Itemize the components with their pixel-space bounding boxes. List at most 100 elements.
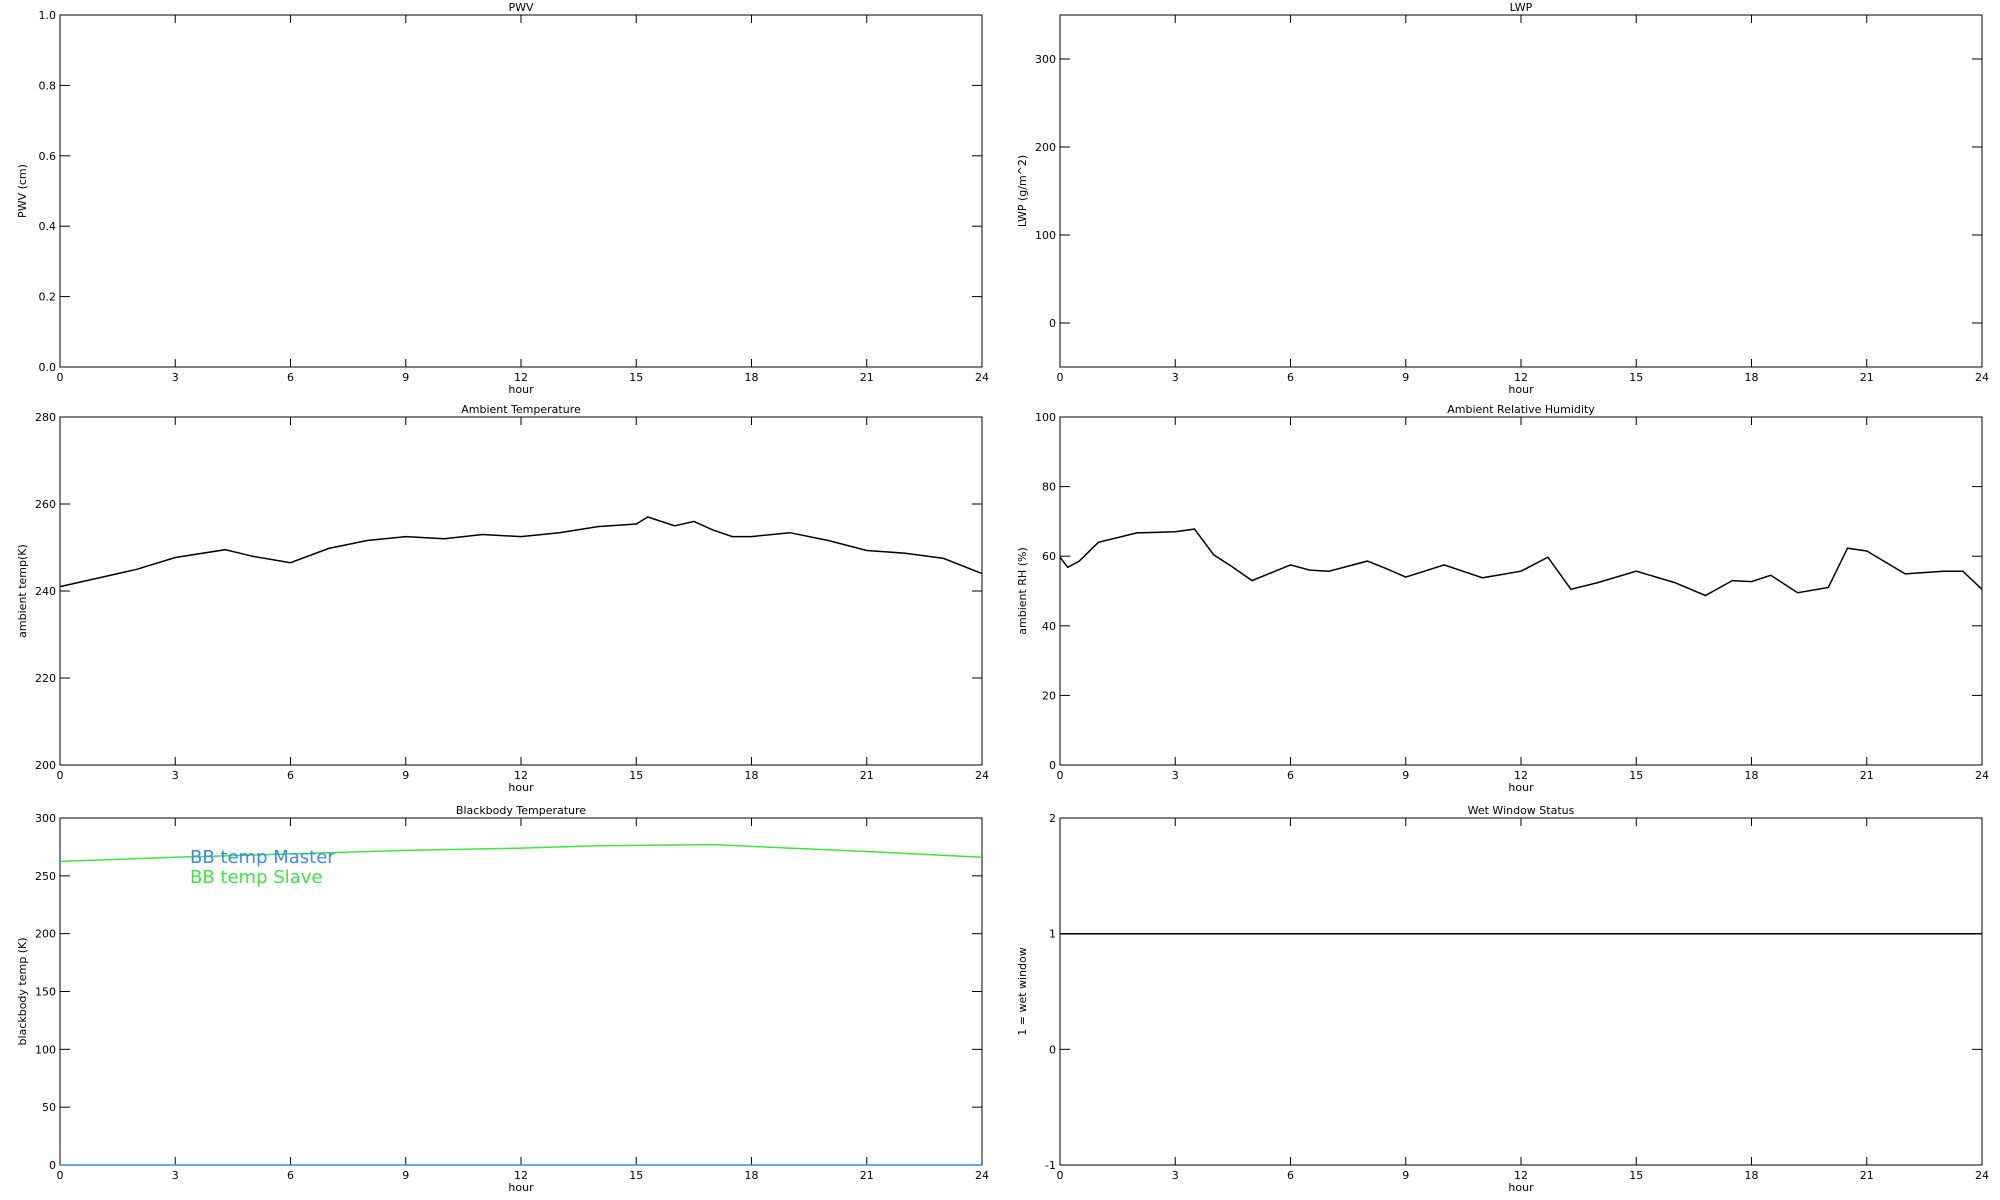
x-tick-label: 12	[514, 769, 528, 782]
legend-entry: BB temp Master	[190, 847, 335, 868]
x-tick-label: 6	[1287, 371, 1294, 384]
x-tick-label: 18	[1745, 769, 1759, 782]
y-axis-label: LWP (g/m^2)	[1016, 155, 1029, 227]
y-tick-label: 100	[1035, 229, 1056, 242]
y-tick-label: 0.2	[39, 291, 57, 304]
y-tick-label: -1	[1045, 1159, 1056, 1172]
y-tick-label: 40	[1042, 620, 1056, 633]
x-tick-label: 9	[1402, 769, 1409, 782]
x-axis-label: hour	[508, 1181, 534, 1194]
y-tick-label: 2	[1049, 812, 1056, 825]
y-tick-label: 300	[1035, 53, 1056, 66]
y-tick-label: 50	[42, 1101, 56, 1114]
chart-title: Ambient Relative Humidity	[1447, 403, 1595, 416]
y-tick-label: 1.0	[39, 9, 57, 22]
legend-entry: BB temp Slave	[190, 867, 322, 888]
y-tick-label: 200	[1035, 141, 1056, 154]
x-tick-label: 3	[1172, 1169, 1179, 1182]
x-tick-label: 3	[172, 769, 179, 782]
chart-title: PWV	[508, 1, 534, 14]
y-tick-label: 220	[35, 672, 56, 685]
x-tick-label: 9	[1402, 371, 1409, 384]
chart-title: LWP	[1510, 1, 1533, 14]
x-tick-label: 12	[1514, 371, 1528, 384]
x-tick-label: 18	[745, 769, 759, 782]
x-tick-label: 0	[57, 1169, 64, 1182]
y-tick-label: 0	[1049, 1043, 1056, 1056]
x-tick-label: 9	[402, 371, 409, 384]
y-tick-label: 150	[35, 986, 56, 999]
chart-title: Wet Window Status	[1468, 804, 1575, 817]
y-tick-label: 300	[35, 812, 56, 825]
y-tick-label: 200	[35, 759, 56, 772]
y-axis-label: blackbody temp (K)	[16, 938, 29, 1046]
x-tick-label: 24	[975, 769, 989, 782]
x-tick-label: 6	[1287, 1169, 1294, 1182]
y-tick-label: 0.4	[39, 220, 57, 233]
chart-title: Ambient Temperature	[461, 403, 581, 416]
x-tick-label: 3	[1172, 769, 1179, 782]
x-tick-label: 0	[57, 371, 64, 384]
x-tick-label: 15	[629, 1169, 643, 1182]
x-axis-label: hour	[508, 383, 534, 396]
y-axis-label: ambient temp(K)	[16, 544, 29, 638]
x-tick-label: 24	[1975, 371, 1989, 384]
x-tick-label: 6	[287, 769, 294, 782]
x-tick-label: 15	[1629, 769, 1643, 782]
y-tick-label: 250	[35, 870, 56, 883]
y-tick-label: 80	[1042, 481, 1056, 494]
x-tick-label: 6	[1287, 769, 1294, 782]
y-tick-label: 1	[1049, 928, 1056, 941]
x-axis-label: hour	[508, 781, 534, 794]
x-tick-label: 18	[1745, 371, 1759, 384]
series-line	[1059, 528, 1983, 597]
x-tick-label: 3	[1172, 371, 1179, 384]
y-axis-label: PWV (cm)	[16, 164, 29, 218]
y-tick-label: 280	[35, 411, 56, 424]
series-line	[59, 516, 983, 588]
x-tick-label: 21	[1860, 1169, 1874, 1182]
x-tick-label: 9	[1402, 1169, 1409, 1182]
x-tick-label: 12	[1514, 769, 1528, 782]
x-tick-label: 0	[1057, 769, 1064, 782]
y-axis-label: ambient RH (%)	[1016, 547, 1029, 635]
x-tick-label: 18	[745, 1169, 759, 1182]
x-tick-label: 21	[1860, 371, 1874, 384]
x-tick-label: 15	[1629, 1169, 1643, 1182]
x-tick-label: 18	[1745, 1169, 1759, 1182]
x-axis-label: hour	[1508, 383, 1534, 396]
x-tick-label: 6	[287, 1169, 294, 1182]
y-tick-label: 0	[1049, 759, 1056, 772]
x-tick-label: 6	[287, 371, 294, 384]
y-axis-label: 1 = wet window	[1016, 947, 1029, 1036]
y-tick-label: 100	[35, 1043, 56, 1056]
y-tick-label: 240	[35, 585, 56, 598]
y-tick-label: 200	[35, 928, 56, 941]
x-tick-label: 18	[745, 371, 759, 384]
y-tick-label: 0	[49, 1159, 56, 1172]
x-tick-label: 3	[172, 371, 179, 384]
x-tick-label: 24	[975, 1169, 989, 1182]
x-tick-label: 21	[860, 371, 874, 384]
x-tick-label: 24	[1975, 1169, 1989, 1182]
x-tick-label: 12	[514, 1169, 528, 1182]
y-tick-label: 100	[1035, 411, 1056, 424]
x-tick-label: 15	[629, 769, 643, 782]
x-axis-label: hour	[1508, 1181, 1534, 1194]
x-tick-label: 24	[975, 371, 989, 384]
y-tick-label: 0	[1049, 317, 1056, 330]
y-tick-label: 0.8	[39, 79, 57, 92]
y-tick-label: 60	[1042, 550, 1056, 563]
y-tick-label: 20	[1042, 689, 1056, 702]
x-tick-label: 0	[57, 769, 64, 782]
x-tick-label: 9	[402, 769, 409, 782]
x-tick-label: 21	[860, 769, 874, 782]
x-tick-label: 3	[172, 1169, 179, 1182]
x-tick-label: 9	[402, 1169, 409, 1182]
x-tick-label: 15	[1629, 371, 1643, 384]
x-tick-label: 21	[860, 1169, 874, 1182]
x-tick-label: 0	[1057, 371, 1064, 384]
x-axis-label: hour	[1508, 781, 1534, 794]
